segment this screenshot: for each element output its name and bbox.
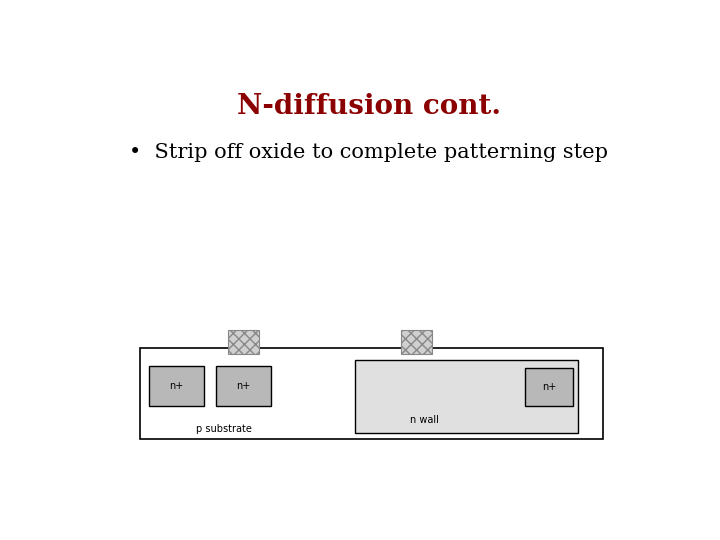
Text: •  Strip off oxide to complete patterning step: • Strip off oxide to complete patterning… (129, 143, 608, 161)
Bar (140, 348, 603, 439)
Bar (355, 360, 578, 433)
Text: n wall: n wall (410, 415, 439, 426)
Bar (228, 329, 259, 354)
Text: n+: n+ (542, 382, 556, 392)
Bar (526, 368, 572, 406)
Bar (401, 329, 432, 354)
Bar (148, 366, 204, 406)
Text: p substrate: p substrate (196, 423, 252, 434)
Text: n+: n+ (236, 381, 251, 391)
Bar (215, 366, 271, 406)
Text: n+: n+ (169, 381, 184, 391)
Text: N-diffusion cont.: N-diffusion cont. (237, 93, 501, 120)
